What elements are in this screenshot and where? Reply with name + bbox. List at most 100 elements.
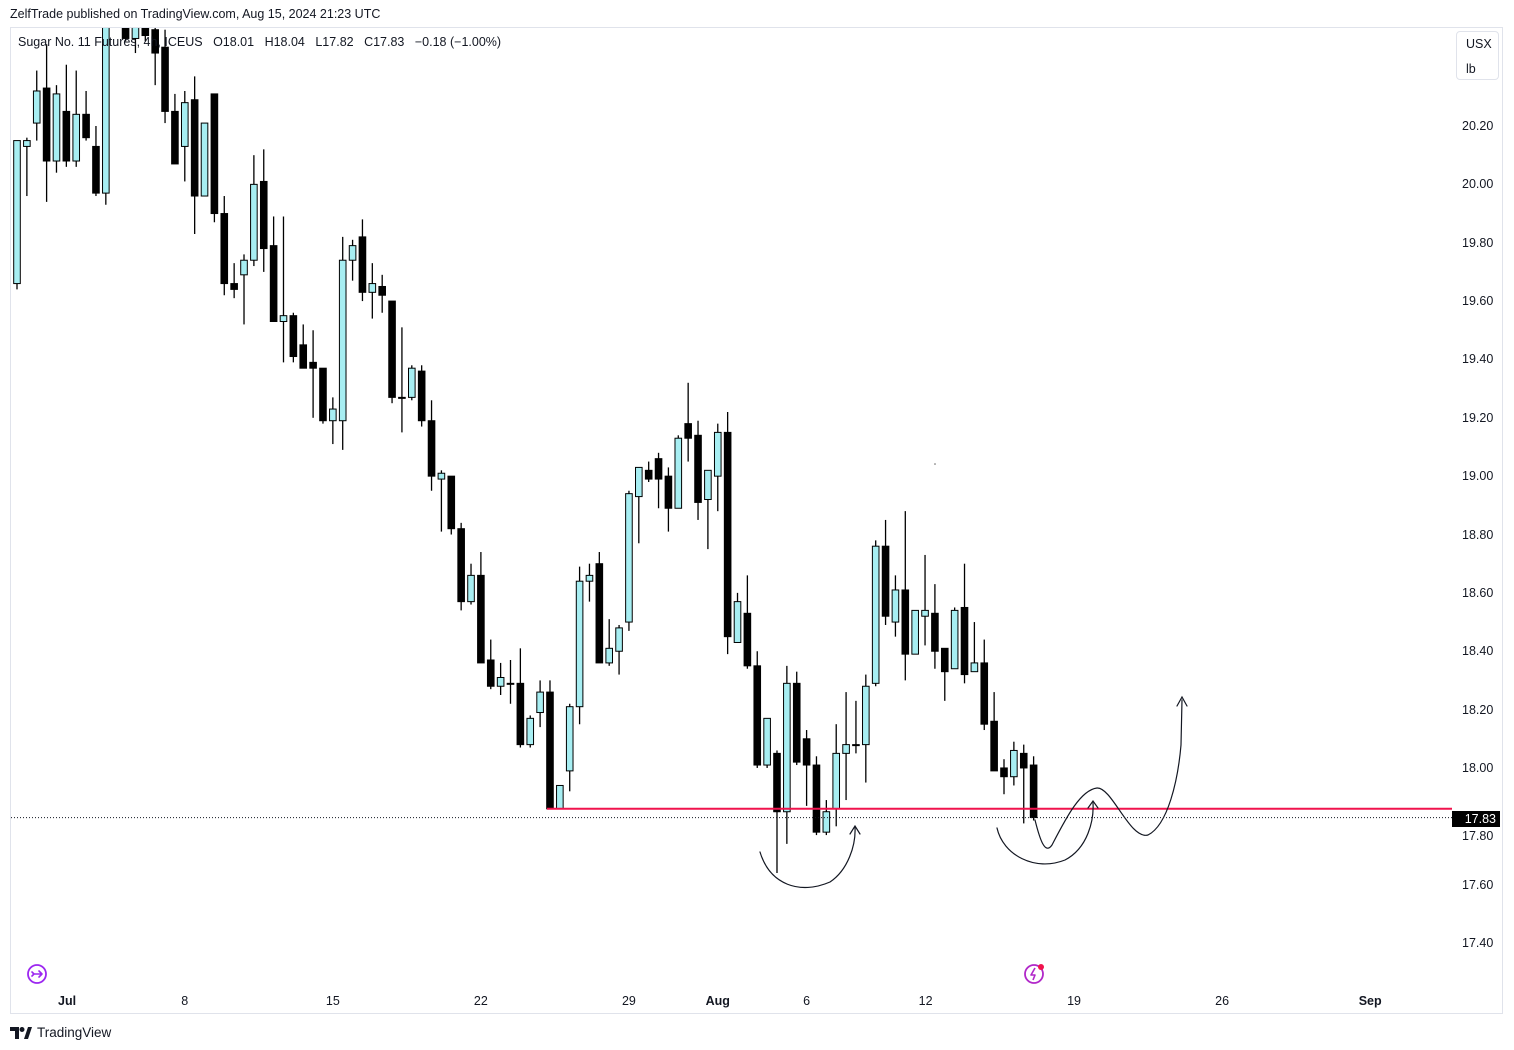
candle[interactable] [358, 219, 367, 302]
candle[interactable] [348, 239, 357, 281]
candle[interactable] [102, 0, 110, 205]
candle[interactable] [546, 680, 554, 810]
candle[interactable] [664, 467, 673, 532]
candle[interactable] [32, 70, 41, 141]
unit-selector[interactable]: USX lb [1456, 31, 1499, 80]
candle[interactable] [329, 397, 337, 445]
candle[interactable] [792, 671, 801, 766]
candle[interactable] [822, 800, 831, 836]
legend-symbol[interactable]: Sugar No. 11 Futures, 4h, ICEUS [18, 35, 203, 49]
candle[interactable] [151, 15, 159, 86]
candle[interactable] [842, 692, 850, 801]
candle[interactable] [595, 552, 604, 664]
candle[interactable] [240, 254, 248, 325]
lightning-alert-icon[interactable] [1023, 963, 1045, 985]
candle[interactable] [52, 85, 61, 173]
candle[interactable] [625, 490, 633, 631]
candle[interactable] [220, 196, 229, 296]
candle[interactable] [812, 756, 821, 836]
candle[interactable] [1010, 741, 1018, 786]
candle[interactable] [644, 461, 653, 482]
candle[interactable] [171, 93, 179, 165]
candle[interactable] [259, 149, 268, 272]
candle[interactable] [210, 93, 219, 223]
candle[interactable] [615, 624, 623, 675]
candle[interactable] [980, 639, 989, 731]
candle[interactable] [585, 563, 594, 602]
candle[interactable] [408, 365, 416, 401]
candle[interactable] [131, 9, 140, 54]
candle[interactable] [319, 367, 327, 424]
candle[interactable] [486, 639, 495, 690]
candle[interactable] [713, 423, 722, 512]
candle[interactable] [516, 648, 525, 748]
candle[interactable] [279, 216, 288, 363]
candle[interactable] [704, 469, 712, 550]
candle[interactable] [338, 236, 347, 450]
candle[interactable] [565, 703, 574, 792]
candle[interactable] [92, 126, 100, 197]
candle[interactable] [852, 700, 860, 754]
candle[interactable] [457, 522, 465, 611]
candle[interactable] [13, 140, 21, 290]
candle[interactable] [299, 324, 308, 369]
candle[interactable] [605, 619, 614, 666]
candle[interactable] [161, 29, 169, 124]
candle[interactable] [1029, 756, 1038, 821]
candle[interactable] [417, 365, 426, 427]
candle[interactable] [960, 563, 969, 684]
candle[interactable] [230, 263, 238, 299]
candle[interactable] [42, 44, 51, 202]
candle[interactable] [654, 452, 663, 509]
candle[interactable] [783, 665, 791, 844]
candle[interactable] [575, 566, 584, 725]
candle[interactable] [82, 90, 90, 141]
candle[interactable] [112, 0, 119, 24]
candle[interactable] [141, 9, 150, 42]
candle[interactable] [871, 540, 880, 687]
hand-drawn-annotations[interactable] [759, 463, 1188, 889]
candle[interactable] [802, 730, 811, 806]
replay-arrow-icon[interactable] [26, 963, 48, 985]
candle[interactable] [23, 137, 31, 197]
candle[interactable] [901, 511, 910, 681]
candle[interactable] [180, 90, 189, 182]
candle[interactable] [121, 0, 130, 42]
candle[interactable] [931, 584, 939, 669]
candle[interactable] [506, 659, 515, 704]
candle[interactable] [694, 420, 702, 520]
candle[interactable] [1019, 744, 1028, 824]
tradingview-logo[interactable]: TradingView [10, 1025, 111, 1040]
candle[interactable] [496, 662, 505, 696]
candle[interactable] [950, 607, 959, 670]
candle[interactable] [378, 274, 386, 313]
candle[interactable] [368, 263, 377, 319]
candle[interactable] [911, 609, 919, 655]
candle[interactable] [447, 475, 456, 535]
candle[interactable] [1000, 759, 1008, 795]
candle[interactable] [556, 784, 564, 810]
candle[interactable] [733, 592, 742, 643]
candle[interactable] [62, 64, 71, 167]
candle[interactable] [684, 382, 692, 462]
candle[interactable] [427, 400, 436, 491]
candle[interactable] [881, 519, 890, 625]
candle[interactable] [723, 411, 732, 655]
candle[interactable] [970, 622, 979, 673]
candle[interactable] [398, 327, 406, 433]
candle[interactable] [743, 575, 752, 669]
candle[interactable] [536, 680, 544, 728]
candle[interactable] [763, 717, 771, 768]
candle[interactable] [269, 216, 278, 323]
candle[interactable] [190, 76, 199, 234]
candle[interactable] [773, 750, 781, 874]
candle[interactable] [250, 155, 258, 267]
candle[interactable] [940, 647, 949, 701]
candle[interactable] [388, 300, 396, 404]
candle[interactable] [862, 674, 870, 783]
candle[interactable] [921, 554, 929, 646]
candle[interactable] [753, 651, 762, 768]
candle[interactable] [467, 563, 475, 605]
candle[interactable] [289, 312, 298, 363]
